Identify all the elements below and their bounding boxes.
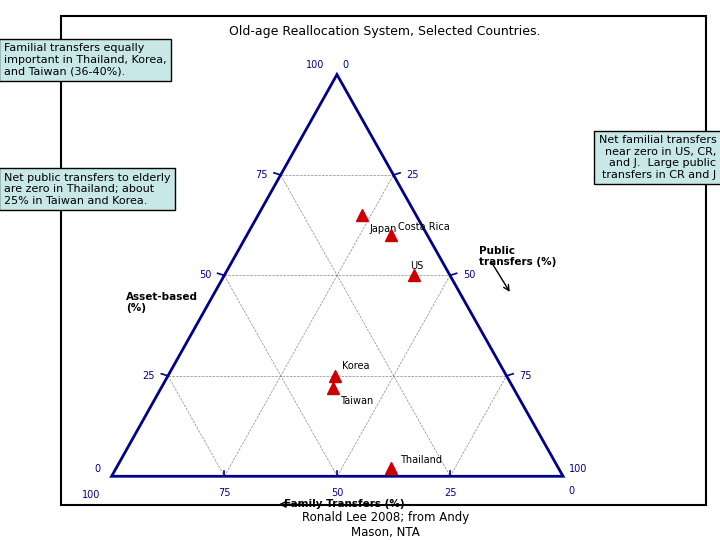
Text: 100: 100 — [569, 463, 588, 474]
Text: US: US — [410, 261, 423, 271]
Text: Net familial transfers
near zero in US, CR,
and J.  Large public
transfers in CR: Net familial transfers near zero in US, … — [598, 135, 716, 180]
Text: 75: 75 — [255, 170, 268, 180]
Text: 0: 0 — [94, 463, 101, 474]
Text: 75: 75 — [218, 488, 230, 498]
FancyBboxPatch shape — [61, 16, 706, 505]
Text: 0: 0 — [569, 486, 575, 496]
Text: 25: 25 — [444, 488, 456, 498]
Text: 50: 50 — [331, 488, 343, 498]
Text: 50: 50 — [199, 271, 212, 280]
Text: 50: 50 — [463, 271, 475, 280]
Text: Japan: Japan — [369, 224, 397, 234]
Text: Ronald Lee 2008; from Andy
Mason, NTA: Ronald Lee 2008; from Andy Mason, NTA — [302, 511, 469, 539]
Text: 25: 25 — [406, 170, 419, 180]
Text: Public
transfers (%): Public transfers (%) — [479, 246, 556, 267]
Text: 25: 25 — [143, 371, 155, 381]
Text: 0: 0 — [343, 60, 349, 70]
Text: Family Transfers (%): Family Transfers (%) — [284, 500, 405, 509]
Text: Asset-based
(%): Asset-based (%) — [126, 292, 198, 313]
Text: Thailand: Thailand — [400, 455, 442, 465]
Text: Net public transfers to elderly
are zero in Thailand; about
25% in Taiwan and Ko: Net public transfers to elderly are zero… — [4, 173, 170, 206]
Text: Korea: Korea — [342, 361, 369, 371]
Text: 100: 100 — [82, 490, 101, 500]
Text: Familial transfers equally
important in Thailand, Korea,
and Taiwan (36-40%).: Familial transfers equally important in … — [4, 43, 166, 76]
Text: 75: 75 — [520, 371, 532, 381]
Text: Costa Rica: Costa Rica — [398, 222, 450, 232]
Text: Taiwan: Taiwan — [340, 396, 373, 407]
Text: Old-age Reallocation System, Selected Countries.: Old-age Reallocation System, Selected Co… — [230, 25, 541, 38]
Text: 100: 100 — [305, 60, 324, 70]
